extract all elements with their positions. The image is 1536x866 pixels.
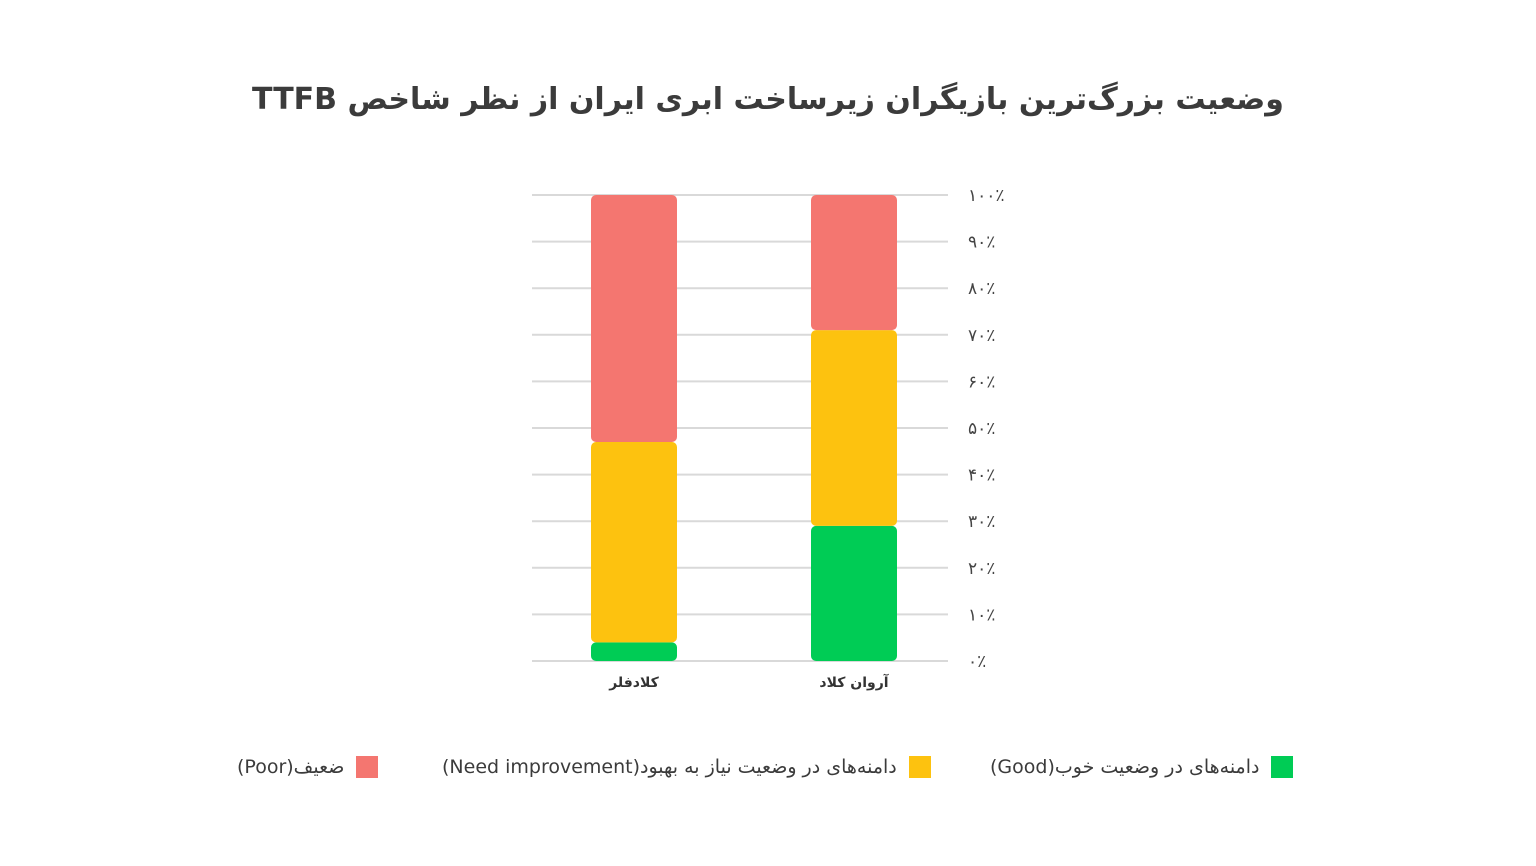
y-tick-label: ۶۰٪ bbox=[968, 372, 995, 392]
x-tick-labels: کلادفلر آروان کلاد bbox=[608, 673, 890, 691]
y-tick-label: ۰٪ bbox=[968, 652, 986, 672]
y-tick-label: ۱۰٪ bbox=[968, 605, 995, 625]
bar-segment bbox=[591, 195, 677, 442]
chart-title: وضعیت بزرگ‌ترین بازیگران زیرساخت ابری ای… bbox=[252, 82, 1284, 117]
bar-segment bbox=[591, 642, 677, 661]
legend-label-need-improvement: دامنه‌های در وضعیت نیاز به بهبود(Need im… bbox=[442, 756, 897, 778]
legend-swatch-need-improvement bbox=[908, 756, 931, 778]
legend-item-good: دامنه‌های در وضعیت خوب(Good) bbox=[990, 756, 1294, 778]
bar-segment bbox=[811, 525, 897, 661]
bar-segment bbox=[811, 195, 897, 331]
bar-segment bbox=[591, 441, 677, 643]
x-tick-label: آروان کلاد bbox=[819, 673, 889, 691]
bars bbox=[591, 195, 897, 661]
y-tick-label: ۳۰٪ bbox=[968, 512, 995, 532]
y-tick-label: ۹۰٪ bbox=[968, 233, 995, 253]
bar-segment bbox=[811, 330, 897, 526]
legend-swatch-poor bbox=[356, 756, 379, 778]
y-tick-label: ۱۰۰٪ bbox=[968, 186, 1005, 206]
y-tick-label: ۲۰٪ bbox=[968, 559, 995, 579]
legend-label-good: دامنه‌های در وضعیت خوب(Good) bbox=[990, 756, 1260, 778]
y-tick-label: ۷۰٪ bbox=[968, 326, 995, 346]
legend-item-need-improvement: دامنه‌های در وضعیت نیاز به بهبود(Need im… bbox=[442, 756, 931, 778]
y-tick-label: ۸۰٪ bbox=[968, 279, 995, 299]
x-tick-label: کلادفلر bbox=[608, 675, 659, 691]
y-tick-label: ۴۰٪ bbox=[968, 466, 995, 486]
y-tick-label: ۵۰٪ bbox=[968, 419, 995, 439]
legend-label-poor: ضعیف(Poor) bbox=[237, 756, 345, 778]
legend-item-poor: ضعیف(Poor) bbox=[237, 756, 379, 778]
legend-swatch-good bbox=[1271, 756, 1294, 778]
y-tick-labels: ۰٪ ۱۰٪ ۲۰٪ ۳۰٪ ۴۰٪ ۵۰٪ ۶۰٪ ۷۰٪ ۸۰٪ ۹۰٪ ۱۰۰٪ bbox=[968, 186, 1005, 672]
